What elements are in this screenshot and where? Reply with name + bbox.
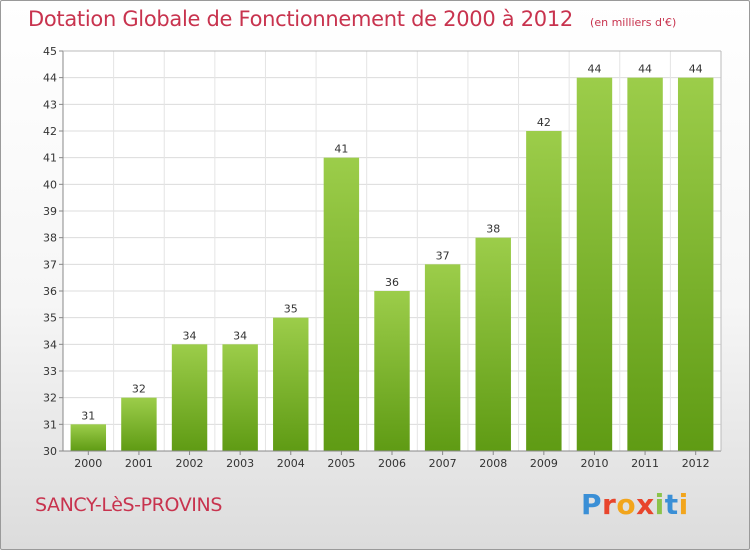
x-tick-label: 2003 [226, 457, 254, 470]
y-tick-label: 41 [43, 152, 57, 165]
y-tick-label: 30 [43, 445, 57, 458]
bar-2004 [273, 317, 309, 451]
bars: 31 32 34 34 35 41 36 37 38 42 44 44 44 [70, 63, 714, 452]
y-tick-label: 39 [43, 205, 57, 218]
bar-value-label: 35 [284, 303, 298, 316]
bar-2010 [576, 77, 613, 452]
x-tick-label: 2008 [479, 457, 507, 470]
logo-letter: x [636, 488, 655, 521]
x-tick-label: 2000 [74, 457, 102, 470]
title-line: Dotation Globale de Fonctionnement de 20… [28, 7, 676, 31]
y-tick-label: 33 [43, 365, 57, 378]
y-tick-label: 45 [43, 45, 57, 58]
y-tick-label: 38 [43, 232, 57, 245]
bar-2006 [374, 291, 410, 451]
y-tick-label: 44 [43, 72, 57, 85]
bar-2003 [222, 344, 258, 451]
y-tick-label: 42 [43, 125, 57, 138]
y-tick-label: 43 [43, 98, 57, 111]
bar-value-label: 31 [81, 409, 95, 422]
commune-name: SANCY-LèS-PROVINS [35, 494, 222, 516]
bar-2001 [121, 397, 157, 451]
bar-value-label: 36 [385, 276, 399, 289]
y-tick-label: 35 [43, 312, 57, 325]
x-tick-label: 2002 [176, 457, 204, 470]
x-tick-label: 2001 [125, 457, 153, 470]
x-tick-label: 2009 [530, 457, 558, 470]
x-tick-label: 2007 [429, 457, 457, 470]
logo-letter: i [678, 488, 689, 521]
bar-2011 [627, 77, 663, 452]
logo-letter: i [654, 488, 665, 521]
y-tick-label: 36 [43, 285, 57, 298]
y-tick-label: 37 [43, 258, 57, 271]
bar-2008 [475, 237, 511, 451]
proxiti-logo[interactable]: Proxiti [581, 488, 689, 521]
bar-value-label: 34 [233, 329, 247, 342]
bar-value-label: 44 [587, 63, 601, 76]
chart-title: Dotation Globale de Fonctionnement de 20… [28, 7, 573, 31]
bar-value-label: 44 [689, 63, 703, 76]
logo-letter: r [602, 488, 617, 521]
x-tick-label: 2010 [580, 457, 608, 470]
bar-value-label: 32 [132, 383, 146, 396]
bar-2005 [323, 157, 360, 451]
bar-2012 [677, 77, 714, 452]
bar-2002 [171, 344, 208, 451]
bar-value-label: 34 [183, 329, 197, 342]
bar-value-label: 42 [537, 116, 551, 129]
logo-letter: t [664, 488, 679, 521]
chart-unit: (en milliers d'€) [590, 16, 677, 29]
logo-letter: o [616, 488, 637, 521]
bar-value-label: 41 [334, 143, 348, 156]
x-tick-label: 2004 [277, 457, 305, 470]
y-tick-label: 34 [43, 338, 57, 351]
bar-value-label: 38 [486, 223, 500, 236]
y-tick-label: 32 [43, 392, 57, 405]
bar-2009 [526, 131, 562, 451]
x-tick-label: 2012 [682, 457, 710, 470]
bar-value-label: 44 [638, 63, 652, 76]
bar-value-label: 37 [436, 249, 450, 262]
x-tick-label: 2006 [378, 457, 406, 470]
y-tick-label: 40 [43, 178, 57, 191]
axes: 30 31 32 33 34 35 36 37 38 39 40 41 42 43 44 45 2000 2001… [43, 45, 722, 470]
y-tick-label: 31 [43, 418, 57, 431]
logo-letter: P [581, 488, 603, 521]
x-tick-label: 2005 [327, 457, 355, 470]
x-tick-label: 2011 [631, 457, 659, 470]
bar-2000 [70, 424, 107, 451]
bar-2007 [424, 264, 461, 451]
